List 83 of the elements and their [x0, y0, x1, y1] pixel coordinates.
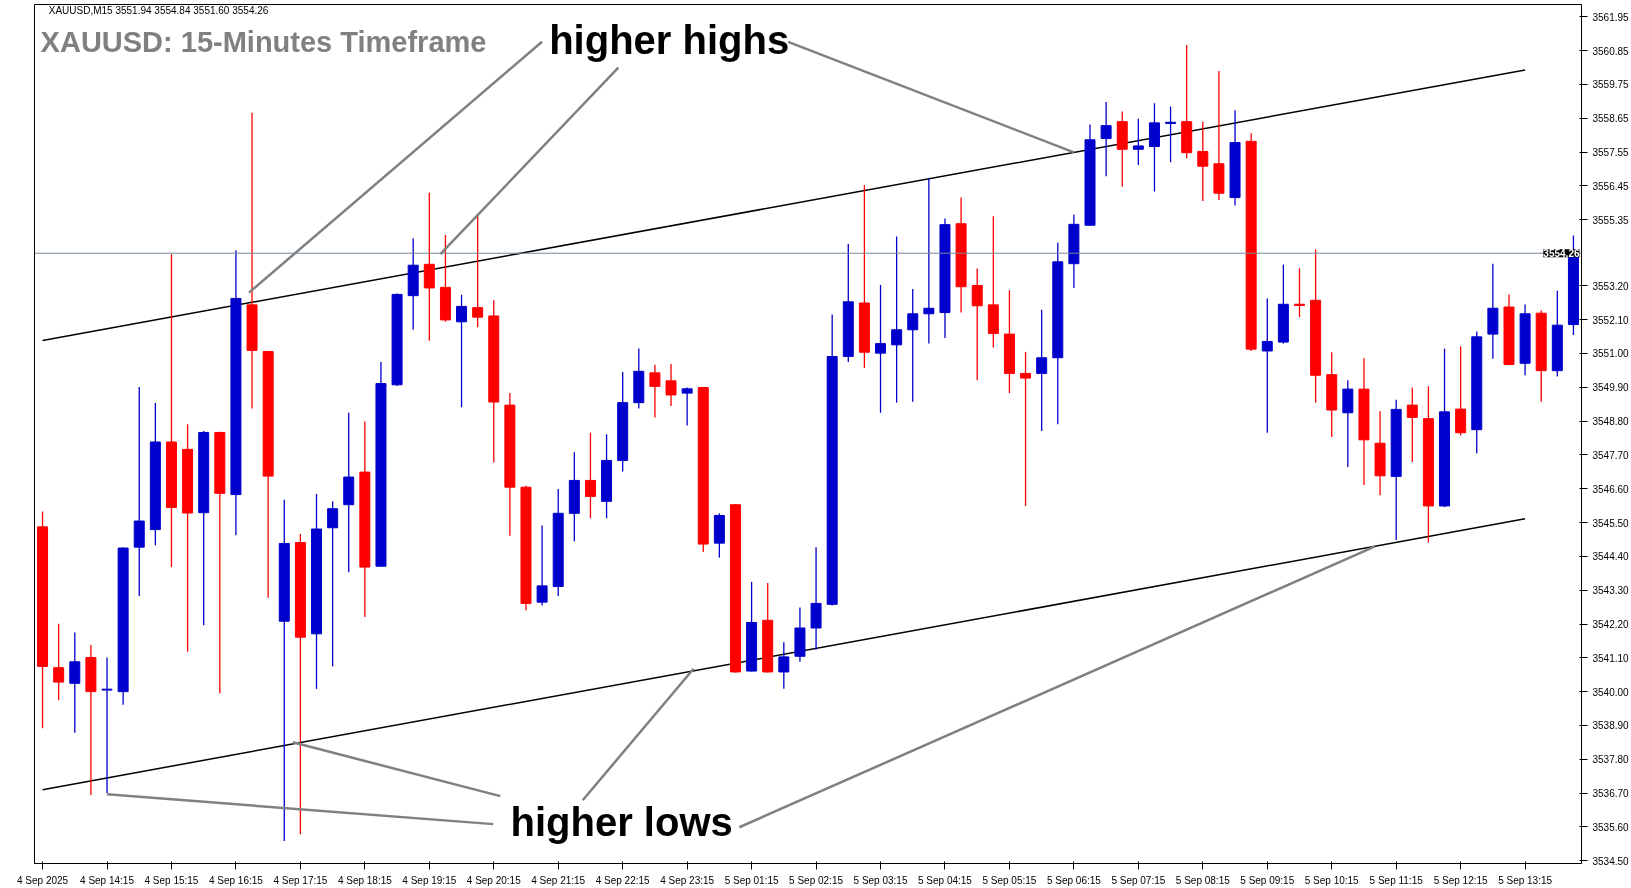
x-tick-label: 4 Sep 2025: [16, 874, 69, 886]
y-tick-label: 3549.90: [1592, 382, 1630, 394]
candlestick: [327, 500, 339, 668]
x-tick-label: 5 Sep 12:15: [1433, 874, 1489, 886]
y-tick-label: 3542.20: [1592, 619, 1630, 630]
candlestick: [923, 177, 935, 345]
y-tick-label: 3559.75: [1592, 79, 1630, 91]
candlestick: [584, 432, 596, 519]
candlestick: [69, 631, 81, 734]
y-tick-label: 3535.60: [1592, 821, 1630, 833]
x-tick-label: 4 Sep 15:15: [144, 874, 199, 886]
x-tick-label: 5 Sep 04:15: [918, 874, 973, 886]
y-tick-label: 3540.00: [1592, 686, 1630, 698]
x-tick-label: 4 Sep 16:15: [208, 874, 264, 886]
annotation: XAUUSD,M15 3551.94 3554.84 3551.60 3554.26: [48, 5, 269, 17]
y-tick-label: 3561.95: [1592, 11, 1630, 23]
candlestick: [1132, 118, 1144, 166]
x-tick-label: 5 Sep 03:15: [853, 874, 908, 886]
x-tick-label: 5 Sep 07:15: [1111, 874, 1166, 886]
y-tick-label: 3534.50: [1592, 855, 1630, 867]
candlestick: [1148, 102, 1160, 193]
candlestick: [681, 386, 693, 427]
x-tick-label: 4 Sep 19:15: [402, 874, 457, 886]
x-tick-label: 4 Sep 17:15: [273, 874, 328, 886]
candlestick: [891, 235, 903, 404]
candlestick: [456, 294, 468, 408]
y-tick-label: 3556.45: [1592, 180, 1630, 192]
candlestick: [53, 623, 65, 701]
candlestick: [1261, 297, 1273, 434]
y-tick-label: 3555.35: [1592, 214, 1630, 226]
ref-line-label: 3554.26: [1543, 248, 1580, 260]
x-tick-label: 5 Sep 11:15: [1369, 874, 1424, 886]
candlestick: [1342, 379, 1354, 468]
candlestick: [1036, 309, 1048, 432]
x-tick-label: 4 Sep 22:15: [595, 874, 651, 886]
y-tick-label: 3545.50: [1592, 517, 1630, 529]
x-tick-label: 5 Sep 05:15: [982, 874, 1037, 886]
y-tick-label: 3548.80: [1592, 416, 1630, 428]
x-tick-label: 4 Sep 20:15: [466, 874, 522, 886]
candlestick: [101, 656, 113, 794]
candlestick: [778, 641, 790, 690]
y-tick-label: 3553.20: [1592, 280, 1630, 292]
candlestick: [1165, 105, 1177, 163]
candlestick: [907, 288, 919, 403]
candlestick: [1406, 386, 1418, 463]
y-tick-label: 3537.80: [1592, 754, 1630, 766]
candlestick: [665, 363, 677, 407]
x-tick-label: 5 Sep 09:15: [1240, 874, 1295, 886]
y-tick-label: 3558.65: [1592, 113, 1630, 125]
annotation: higher highs: [549, 17, 790, 62]
y-tick-label: 3547.70: [1592, 449, 1630, 461]
y-tick-label: 3544.40: [1592, 551, 1630, 563]
candlestick: [1294, 267, 1305, 318]
x-tick-label: 5 Sep 01:15: [724, 874, 780, 886]
candlestick: [649, 364, 661, 419]
candlestick: [1020, 351, 1032, 507]
x-tick-label: 5 Sep 10:15: [1304, 874, 1360, 886]
y-tick-label: 3536.70: [1592, 788, 1630, 800]
x-tick-label: 5 Sep 13:15: [1498, 874, 1553, 886]
y-tick-label: 3546.60: [1592, 483, 1630, 495]
y-tick-label: 3538.90: [1592, 720, 1630, 732]
x-tick-label: 4 Sep 14:15: [80, 874, 135, 886]
y-tick-label: 3543.30: [1592, 585, 1630, 597]
candlestick: [1100, 101, 1112, 178]
candlestick: [423, 192, 435, 342]
x-tick-label: 4 Sep 23:15: [660, 874, 715, 886]
annotation: higher lows: [510, 800, 733, 845]
x-tick-label: 5 Sep 08:15: [1175, 874, 1231, 886]
candlestick: [1197, 120, 1209, 202]
y-tick-label: 3560.85: [1592, 45, 1630, 57]
y-tick-label: 3541.10: [1592, 652, 1630, 664]
candlestick: [536, 524, 548, 607]
x-tick-label: 4 Sep 21:15: [531, 874, 586, 886]
text: XAUUSD: 15-Minutes Timeframe: [40, 25, 487, 58]
x-tick-label: 5 Sep 02:15: [789, 874, 844, 886]
candlestick: [1455, 345, 1467, 437]
y-tick-label: 3552.10: [1592, 314, 1630, 326]
y-tick-label: 3557.55: [1592, 147, 1630, 159]
candlestick: [971, 267, 983, 381]
x-tick-label: 4 Sep 18:15: [337, 874, 393, 886]
y-tick-label: 3551.00: [1592, 348, 1630, 360]
x-tick-label: 5 Sep 06:15: [1046, 874, 1102, 886]
candlestick: [875, 284, 887, 414]
